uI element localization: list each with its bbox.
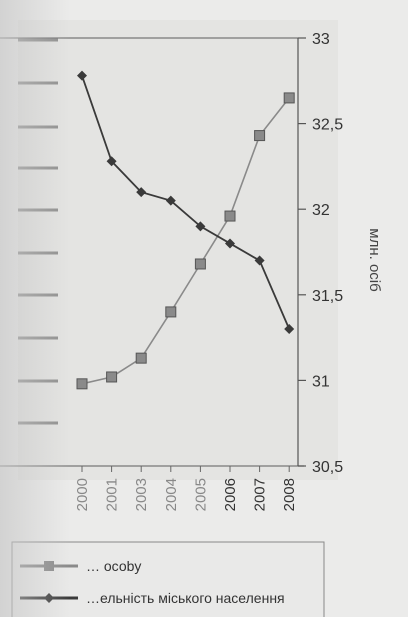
y-axis-title: млн. осіб [366, 228, 383, 291]
series-line-2 [81, 75, 291, 330]
x-tick-label: 2000 [74, 478, 91, 511]
x-tick-label: 2004 [163, 478, 180, 511]
series-2-point [136, 187, 147, 198]
series-2-point [284, 324, 295, 335]
series-1-point [165, 306, 177, 318]
y-tick-label: 32 [312, 202, 330, 219]
series-1-point [135, 352, 147, 364]
legend-label: … осоbу [86, 558, 141, 574]
series-2-point [77, 70, 87, 81]
series-2-point [254, 255, 265, 266]
series-2-point [165, 195, 176, 206]
series-2-point [195, 221, 206, 232]
x-tick-label: 2008 [281, 478, 298, 511]
series-2-point [225, 238, 235, 249]
series-1-point [224, 210, 236, 222]
y-tick-label: 31 [312, 373, 330, 390]
x-tick-label: 2003 [133, 478, 150, 511]
y-tick-label: 30,5 [312, 459, 343, 476]
x-tick-label: 2001 [104, 478, 121, 511]
x-tick-label: 2005 [192, 478, 209, 511]
plot-background [18, 20, 338, 480]
series-1-point [106, 371, 118, 383]
series-1-point [76, 378, 88, 390]
series-2-point [106, 156, 117, 167]
y-tick-label: 31,5 [312, 288, 343, 305]
legend-label: …ельність міського населення [86, 590, 285, 606]
series-1-point [254, 130, 266, 142]
y-tick-label: 32,5 [312, 117, 343, 134]
series-1-point [194, 258, 206, 270]
x-tick-label: 2007 [252, 478, 269, 511]
legend-swatch-marker [44, 561, 54, 571]
x-tick-label: 2006 [222, 478, 239, 511]
series-1-point [283, 92, 295, 104]
y-tick-label: 33 [312, 31, 330, 48]
